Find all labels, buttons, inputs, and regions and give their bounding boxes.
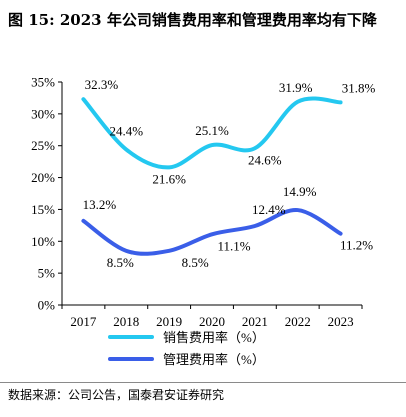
x-tick-label: 2021: [242, 314, 268, 329]
series-layer: [81, 96, 343, 256]
legend: 销售费用率（%） 管理费用率（%）: [108, 330, 265, 367]
data-label: 25.1%: [195, 123, 229, 138]
data-label: 11.2%: [340, 238, 373, 253]
data-labels: 32.3% 24.4% 21.6% 25.1% 24.6% 31.9% 31.8% 13.2%…: [83, 77, 376, 270]
x-tick-label: 2018: [113, 314, 139, 329]
data-label: 24.6%: [248, 152, 282, 167]
y-tick-label: 10%: [31, 234, 55, 249]
x-tick-label: 2020: [199, 314, 225, 329]
data-label: 13.2%: [83, 197, 117, 212]
data-label: 24.4%: [109, 124, 143, 139]
data-label: 12.4%: [252, 202, 286, 217]
y-axis: 0% 5% 10% 15% 20% 25% 30% 35%: [31, 75, 63, 313]
y-tick-label: 15%: [31, 202, 55, 217]
line-chart: 0%5%10%15%20%25%30%35% 2017 2018 2019 2020 2…: [31, 75, 376, 368]
x-tick-label: 2022: [285, 314, 311, 329]
series-line-2: [81, 208, 343, 256]
data-label: 8.5%: [182, 255, 209, 270]
x-tick-label: 2023: [328, 314, 354, 329]
source-note: 数据来源：公司公告，国泰君安证券研究: [8, 388, 225, 402]
x-axis: 2017 2018 2019 2020 2021 2022 2023: [61, 304, 363, 329]
y-tick-label: 25%: [31, 138, 55, 153]
data-label: 14.9%: [283, 184, 317, 199]
data-label: 21.6%: [152, 171, 186, 186]
legend-label: 销售费用率（%）: [163, 330, 265, 345]
figure-title: 图 15: 2023 年公司销售费用率和管理费用率均有下降: [8, 11, 377, 29]
data-label: 31.8%: [342, 80, 376, 95]
y-tick-label: 5%: [38, 266, 56, 281]
x-tick-label: 2019: [156, 314, 182, 329]
y-tick-label: 35%: [31, 75, 55, 90]
data-label: 11.1%: [217, 238, 250, 253]
data-label: 32.3%: [85, 77, 119, 92]
data-label: 8.5%: [107, 255, 134, 270]
legend-label: 管理费用率（%）: [163, 352, 265, 367]
y-tick-label: 30%: [31, 106, 55, 121]
source-divider: [0, 382, 406, 383]
data-label: 31.9%: [279, 80, 313, 95]
x-tick-label: 2017: [70, 314, 97, 329]
y-tick-label: 20%: [31, 170, 55, 185]
y-tick-label: 0%: [38, 298, 56, 313]
